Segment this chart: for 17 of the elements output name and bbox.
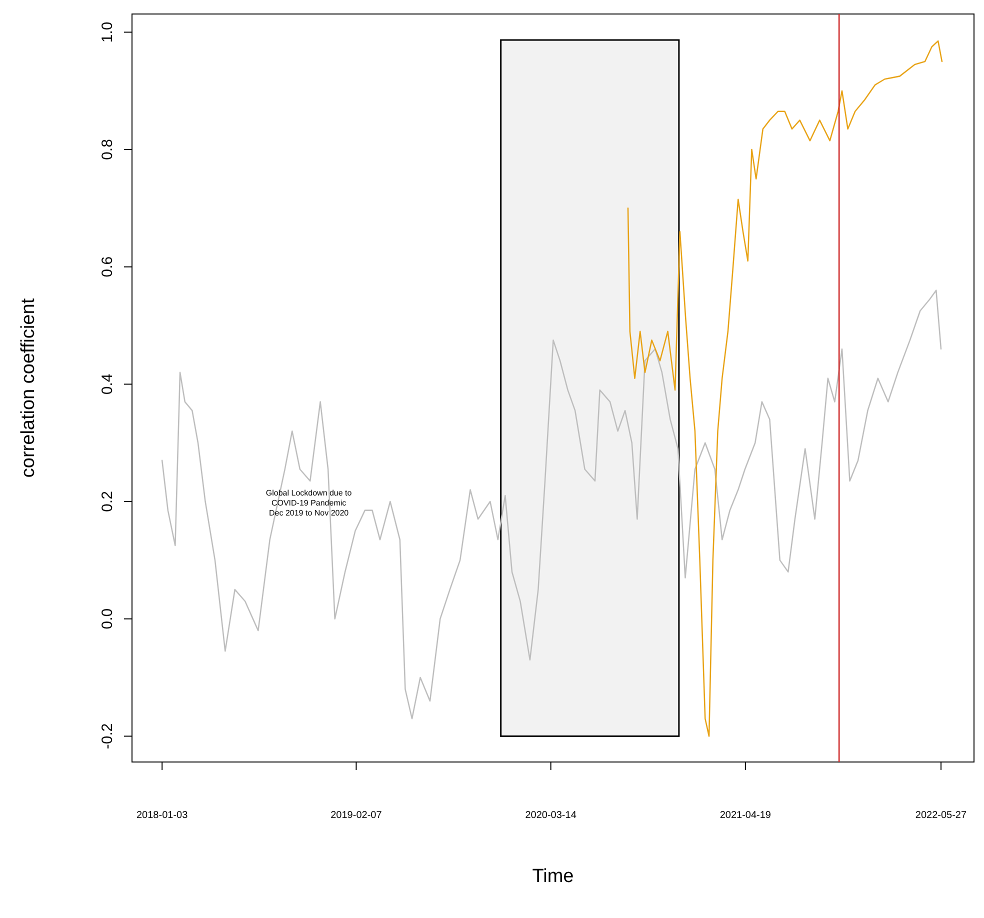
x-tick-label: 2020-03-14	[525, 810, 577, 821]
x-tick-label: 2018-01-03	[136, 810, 188, 821]
y-tick-label: 0.4	[99, 374, 116, 395]
y-tick-label: 0.6	[99, 256, 116, 278]
annotation: Global Lockdown due to COVID-19 Pandemic Dec 2019 to Nov 2020	[266, 488, 352, 518]
y-tick-label: -0.2	[99, 723, 116, 750]
x-axis-title: Time	[532, 866, 574, 887]
y-tick-label: 0.0	[99, 608, 116, 630]
y-tick-label: 0.8	[99, 139, 116, 160]
x-tick-label: 2022-05-27	[915, 810, 968, 821]
y-axis-title: correlation coefficient	[18, 298, 39, 478]
y-tick-label: 0.2	[99, 491, 116, 512]
y-tick-label: 1.0	[99, 22, 116, 43]
line-series	[161, 290, 942, 720]
x-tick-label: 2021-04-19	[720, 810, 772, 821]
line-series	[627, 40, 943, 737]
x-tick-label: 2019-02-07	[330, 810, 382, 821]
